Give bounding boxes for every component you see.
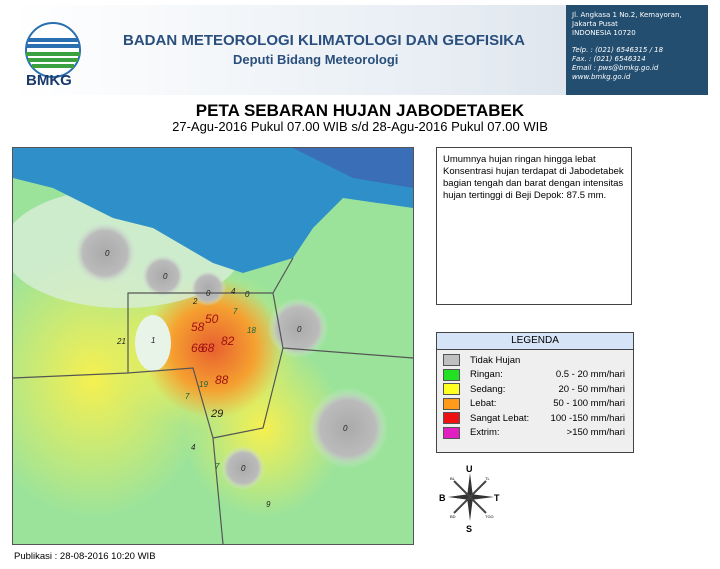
bmkg-logo bbox=[25, 22, 81, 78]
legend-range: 100 -150 mm/hari bbox=[550, 412, 625, 424]
legend-swatch bbox=[443, 354, 460, 367]
legend-title: LEGENDA bbox=[437, 333, 633, 350]
map-value: 0 bbox=[105, 249, 110, 258]
compass-n: U bbox=[466, 464, 473, 474]
map-value: 50 bbox=[205, 312, 219, 326]
logo-text: BMKG bbox=[26, 72, 72, 89]
map-value: 66 bbox=[191, 341, 205, 355]
map-title: PETA SEBARAN HUJAN JABODETABEK bbox=[195, 101, 525, 120]
map-value: 0 bbox=[297, 325, 302, 334]
legend-name: Sedang: bbox=[470, 383, 506, 395]
compass-ne: TL bbox=[485, 476, 490, 481]
legend-name: Ringan: bbox=[470, 369, 503, 381]
organization-name: BADAN METEOROLOGI KLIMATOLOGI DAN GEOFIS… bbox=[123, 32, 525, 49]
legend-swatch bbox=[443, 412, 460, 425]
compass-w: B bbox=[439, 493, 446, 503]
legend-name: Sangat Lebat: bbox=[470, 412, 530, 424]
address-line: Jakarta Pusat bbox=[572, 20, 618, 28]
description-box: Umumnya hujan ringan hingga lebat Konsen… bbox=[436, 147, 632, 305]
legend-name: Lebat: bbox=[470, 398, 497, 410]
map-value: 0 bbox=[206, 289, 211, 298]
map-value: 9 bbox=[266, 500, 271, 509]
legend-item: Lebat: 50 - 100 mm/hari bbox=[437, 397, 633, 412]
legend-swatch bbox=[443, 368, 460, 381]
rainfall-map-image bbox=[0, 148, 414, 545]
legend: LEGENDA Tidak Hujan Ringan: 0.5 - 20 mm/ha… bbox=[436, 332, 634, 453]
legend-item: Tidak Hujan bbox=[437, 353, 633, 368]
legend-range: 50 - 100 mm/hari bbox=[553, 398, 625, 410]
compass-rose-icon: U S T B TL BL TGG BD bbox=[439, 464, 500, 533]
map-value: 82 bbox=[221, 334, 235, 348]
map-value: 0 bbox=[343, 424, 348, 433]
map-value: 21 bbox=[117, 337, 126, 346]
map-value: 4 bbox=[191, 443, 196, 452]
phone: Telp. : (021) 6546315 / 18 bbox=[572, 46, 664, 54]
legend-swatch bbox=[443, 426, 460, 439]
map-value: 0 bbox=[245, 290, 250, 299]
legend-item: Ringan: 0.5 - 20 mm/hari bbox=[437, 368, 633, 383]
map-value: 19 bbox=[199, 380, 208, 389]
fax: Fax. : (021) 6546314 bbox=[572, 55, 646, 63]
map-value: 2 bbox=[193, 297, 198, 306]
map-value: 0 bbox=[163, 272, 168, 281]
legend-name: Tidak Hujan bbox=[470, 354, 521, 366]
map-value: 7 bbox=[215, 462, 220, 471]
address-line: INDONESIA 10720 bbox=[572, 29, 636, 37]
compass-sw: BD bbox=[450, 514, 456, 519]
department-name: Deputi Bidang Meteorologi bbox=[233, 52, 399, 67]
map-value: 1 bbox=[151, 336, 156, 345]
legend-item: Extrim: >150 mm/hari bbox=[437, 426, 633, 441]
legend-range: 0.5 - 20 mm/hari bbox=[555, 369, 625, 381]
map-value: 7 bbox=[185, 392, 190, 401]
email: Email : pws@bmkg.go.id bbox=[572, 64, 659, 72]
legend-item: Sedang: 20 - 50 mm/hari bbox=[437, 382, 633, 397]
legend-range: >150 mm/hari bbox=[566, 427, 625, 439]
compass-e: T bbox=[494, 493, 500, 503]
compass-s: S bbox=[466, 524, 472, 533]
map-value: 68 bbox=[201, 341, 215, 355]
map-value: 88 bbox=[215, 373, 229, 387]
legend-item: Sangat Lebat: 100 -150 mm/hari bbox=[437, 411, 633, 426]
map-value: 7 bbox=[233, 307, 238, 316]
legend-name: Extrim: bbox=[470, 427, 500, 439]
map-value: 29 bbox=[211, 408, 224, 420]
map-value: 18 bbox=[247, 326, 256, 335]
compass-nw: BL bbox=[450, 476, 456, 481]
map-value: 0 bbox=[241, 464, 246, 473]
legend-swatch bbox=[443, 383, 460, 396]
address-line: Jl. Angkasa 1 No.2, Kemayoran, bbox=[572, 11, 682, 19]
website: www.bmkg.go.id bbox=[572, 73, 631, 81]
map-value: 4 bbox=[231, 287, 236, 296]
legend-swatch bbox=[443, 397, 460, 410]
publication-date: Publikasi : 28-08-2016 10:20 WIB bbox=[14, 551, 156, 562]
legend-range: 20 - 50 mm/hari bbox=[558, 383, 625, 395]
rainfall-map: 0 0 0 4 0 2 7 50 58 82 66 68 18 0 21 1 1… bbox=[0, 147, 414, 545]
map-period: 27-Agu-2016 Pukul 07.00 WIB s/d 28-Agu-2… bbox=[172, 119, 548, 134]
contact-block: Jl. Angkasa 1 No.2, Kemayoran, Jakarta P… bbox=[566, 5, 708, 95]
map-value: 58 bbox=[191, 320, 205, 334]
compass-se: TGG bbox=[485, 514, 494, 519]
